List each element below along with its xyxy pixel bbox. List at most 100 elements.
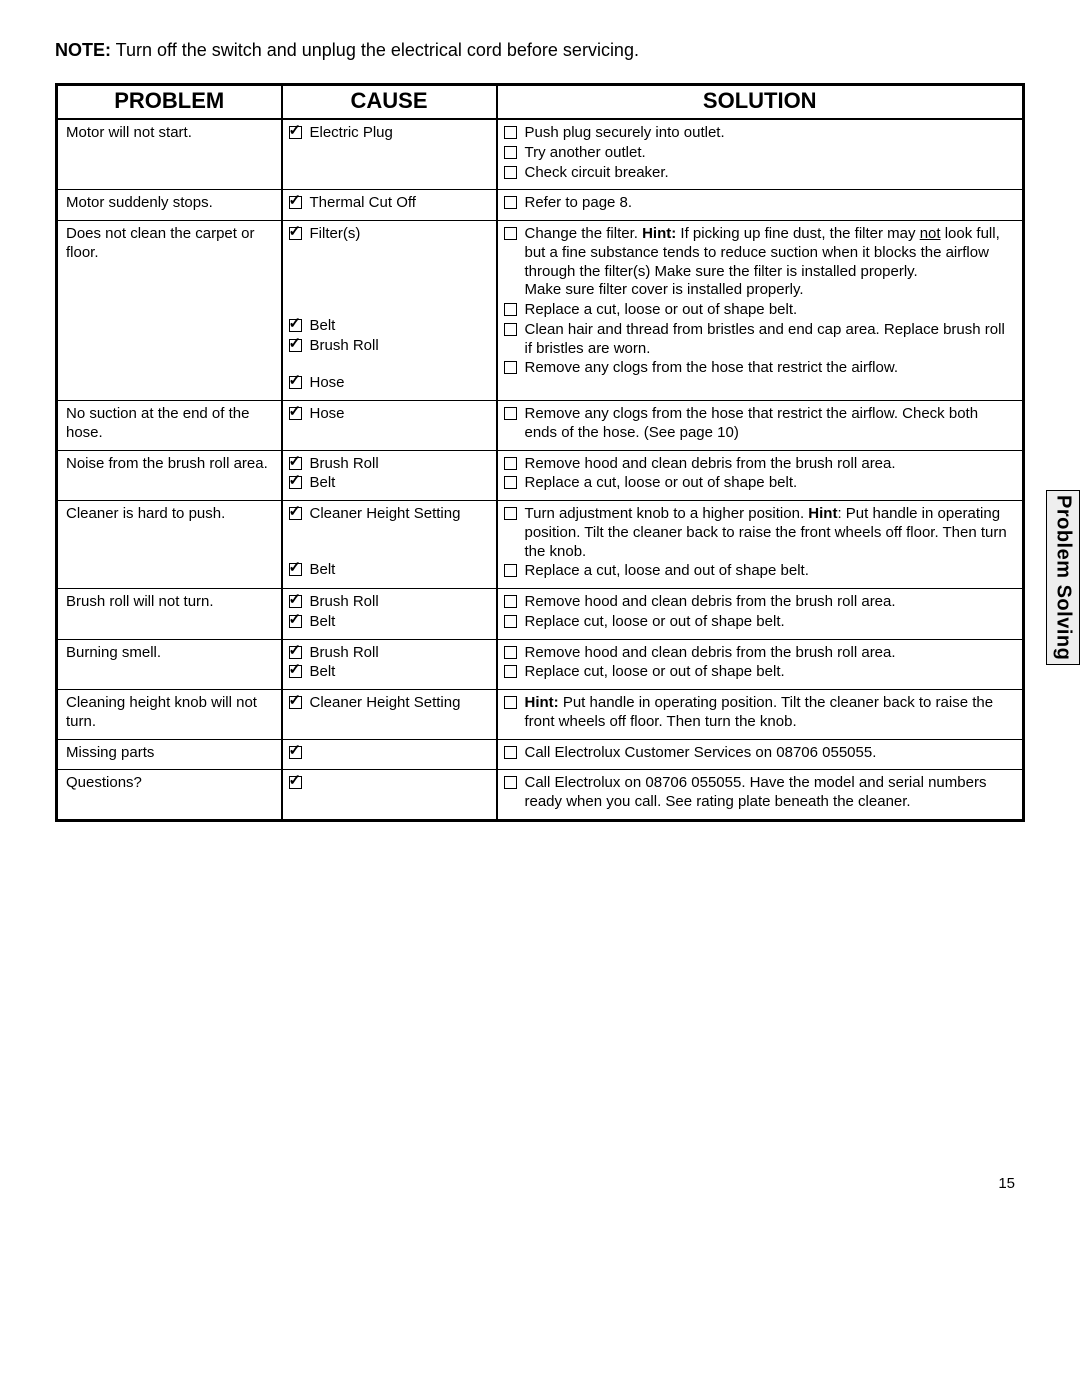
solution-cell: Hint: Put handle in operating position. … [497,690,1024,740]
table-row: Motor suddenly stops.Thermal Cut OffRefe… [57,190,1024,221]
problem-cell: No suction at the end of the hose. [57,401,282,451]
solution-text: Turn adjustment knob to a higher positio… [525,505,1015,561]
checkbox-icon [289,595,302,608]
checkbox-icon [504,564,517,577]
cause-label: Filter(s) [310,225,488,244]
checkbox-icon [289,457,302,470]
problem-cell: Does not clean the carpet or floor. [57,221,282,401]
cause-label: Belt [310,561,488,580]
cause-label: Belt [310,663,488,682]
cause-cell: Brush RollBelt [282,589,497,640]
cause-label: Hose [310,405,488,424]
checkbox-icon [289,563,302,576]
table-row: Burning smell.Brush RollBeltRemove hood … [57,639,1024,690]
solution-text: Replace a cut, loose or out of shape bel… [525,301,1015,320]
note-prefix: NOTE: [55,40,111,60]
checkbox-icon [504,323,517,336]
header-problem: PROBLEM [57,85,282,120]
cause-label: Cleaner Height Setting [310,505,488,524]
solution-text: Hint: Put handle in operating position. … [525,694,1015,732]
table-row: Brush roll will not turn.Brush RollBeltR… [57,589,1024,640]
problem-cell: Brush roll will not turn. [57,589,282,640]
cause-label: Cleaner Height Setting [310,694,488,713]
cause-cell: Thermal Cut Off [282,190,497,221]
troubleshooting-table: PROBLEM CAUSE SOLUTION Motor will not st… [55,83,1025,822]
solution-text: Check circuit breaker. [525,164,1015,183]
checkbox-icon [504,476,517,489]
table-row: Cleaner is hard to push.Cleaner Height S… [57,501,1024,589]
cause-cell [282,770,497,821]
solution-cell: Change the filter. Hint: If picking up f… [497,221,1024,401]
problem-cell: Questions? [57,770,282,821]
cause-label: Belt [310,474,488,493]
cause-label: Thermal Cut Off [310,194,488,213]
cause-cell: Electric Plug [282,119,497,190]
solution-text: Push plug securely into outlet. [525,124,1015,143]
table-row: Questions? Call Electrolux on 08706 05505… [57,770,1024,821]
cause-cell: Cleaner Height Setting [282,690,497,740]
table-row: No suction at the end of the hose. Hose Re… [57,401,1024,451]
solution-text: Call Electrolux on 08706 055055. Have th… [525,774,1015,812]
cause-cell [282,739,497,770]
header-solution: SOLUTION [497,85,1024,120]
solution-cell: Push plug securely into outlet.Try anoth… [497,119,1024,190]
checkbox-icon [504,746,517,759]
solution-text: Refer to page 8. [525,194,1015,213]
cause-label: Belt [310,317,488,336]
checkbox-icon [289,476,302,489]
problem-cell: Motor will not start. [57,119,282,190]
solution-text: Replace a cut, loose and out of shape be… [525,562,1015,581]
note-text: NOTE: Turn off the switch and unplug the… [55,40,1025,61]
table-row: Noise from the brush roll area.Brush Rol… [57,450,1024,501]
checkbox-icon [504,615,517,628]
checkbox-icon [504,146,517,159]
checkbox-icon [289,746,302,759]
cause-label: Belt [310,613,488,632]
cause-cell: Cleaner Height Setting Belt [282,501,497,589]
solution-text: Replace a cut, loose or out of shape bel… [525,474,1015,493]
checkbox-icon [289,227,302,240]
checkbox-icon [504,303,517,316]
header-cause: CAUSE [282,85,497,120]
side-tab-problem-solving: Problem Solving [1046,490,1080,665]
cause-cell: Brush RollBelt [282,639,497,690]
table-row: Missing partsCall Electrolux Customer Se… [57,739,1024,770]
checkbox-icon [504,595,517,608]
cause-label: Hose [310,374,488,393]
checkbox-icon [504,361,517,374]
solution-cell: Call Electrolux Customer Services on 087… [497,739,1024,770]
checkbox-icon [504,457,517,470]
problem-cell: Burning smell. [57,639,282,690]
checkbox-icon [289,196,302,209]
solution-text: Change the filter. Hint: If picking up f… [525,225,1015,300]
checkbox-icon [289,507,302,520]
solution-text: Remove any clogs from the hose that rest… [525,359,1015,378]
checkbox-icon [289,319,302,332]
solution-text: Replace cut, loose or out of shape belt. [525,663,1015,682]
checkbox-icon [504,166,517,179]
cause-label: Brush Roll [310,593,488,612]
checkbox-icon [289,339,302,352]
checkbox-icon [289,776,302,789]
cause-label: Electric Plug [310,124,488,143]
cause-cell: Brush RollBelt [282,450,497,501]
table-row: Cleaning height knob will not turn.Clean… [57,690,1024,740]
cause-label: Brush Roll [310,337,488,356]
checkbox-icon [504,227,517,240]
cause-cell: Hose [282,401,497,451]
checkbox-icon [504,696,517,709]
cause-label: Brush Roll [310,644,488,663]
solution-text: Remove any clogs from the hose that rest… [525,405,1015,443]
solution-text: Remove hood and clean debris from the br… [525,593,1015,612]
solution-cell: Call Electrolux on 08706 055055. Have th… [497,770,1024,821]
checkbox-icon [289,407,302,420]
checkbox-icon [289,665,302,678]
checkbox-icon [289,696,302,709]
problem-cell: Noise from the brush roll area. [57,450,282,501]
checkbox-icon [289,615,302,628]
checkbox-icon [289,646,302,659]
solution-cell: Remove hood and clean debris from the br… [497,639,1024,690]
checkbox-icon [504,665,517,678]
page-number: 15 [998,1175,1015,1192]
solution-text: Remove hood and clean debris from the br… [525,644,1015,663]
